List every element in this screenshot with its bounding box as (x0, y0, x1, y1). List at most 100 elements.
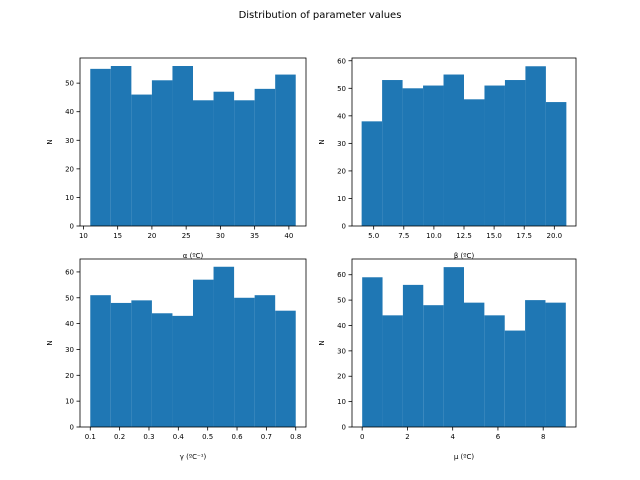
y-tick-label: 20 (337, 373, 346, 381)
subplot-1: 10 15 20 25 30 35 40 0 10 20 30 40 50 α (ºC) N (46, 57, 307, 260)
histogram-bar (213, 91, 235, 226)
x-tick-label: 10.0 (426, 232, 442, 240)
y-axis-label: N (46, 139, 54, 144)
y-tick-label: 60 (65, 268, 74, 276)
histogram-bar (545, 302, 566, 427)
y-tick-label: 10 (337, 398, 346, 406)
y-tick-label: 30 (65, 137, 74, 145)
x-tick-label: 35 (250, 232, 259, 240)
histogram-bar (525, 66, 546, 226)
x-tick-label: 0.2 (114, 433, 125, 441)
histogram-bar (464, 302, 485, 427)
x-tick-label: 12.5 (456, 232, 472, 240)
histogram-bar (234, 297, 255, 427)
x-tick-label: 2 (405, 433, 409, 441)
y-tick-label: 10 (65, 194, 74, 202)
x-tick-label: 0.7 (261, 433, 272, 441)
figure-title: Distribution of parameter values (239, 10, 402, 21)
histogram-bar (193, 279, 214, 427)
x-tick-label: 20 (147, 232, 156, 240)
x-tick-label: 30 (216, 232, 225, 240)
y-tick-label: 30 (65, 346, 74, 354)
histogram-bar (484, 315, 505, 427)
y-tick-label: 30 (337, 347, 346, 355)
subplot-4: 0 2 4 6 8 0 10 20 30 40 50 60 μ (ºC) N (318, 258, 577, 461)
histogram-bar (423, 305, 444, 427)
histogram-bar (443, 267, 464, 427)
x-tick-label: 0 (360, 433, 364, 441)
histogram-bar (151, 313, 173, 427)
x-axis-label: α (ºC) (183, 252, 204, 260)
y-tick-label: 40 (337, 322, 346, 330)
y-tick-label: 0 (70, 223, 74, 231)
x-tick-label: 25 (182, 232, 191, 240)
axes-frame (351, 258, 577, 428)
histogram-bar (193, 100, 214, 226)
y-tick-label: 60 (337, 271, 346, 279)
histogram-bar (110, 302, 132, 427)
y-tick-label: 40 (337, 112, 346, 120)
x-tick-label: 8 (541, 433, 545, 441)
histogram-bar (402, 284, 424, 427)
histogram-bar (213, 266, 235, 427)
histogram-bar (525, 300, 546, 427)
y-tick-label: 0 (342, 223, 346, 231)
histogram-bar (131, 300, 152, 427)
x-tick-label: 0.1 (85, 433, 96, 441)
histogram-bar (275, 310, 296, 427)
histogram-bar (234, 100, 255, 226)
x-axis-label: β (ºC) (454, 252, 475, 260)
x-tick-label: 0.6 (231, 433, 243, 441)
x-tick-label: 5.0 (368, 232, 379, 240)
histogram-bar (443, 74, 464, 226)
x-tick-label: 20.0 (547, 232, 563, 240)
axes-frame (79, 258, 307, 428)
histogram-bar (254, 295, 276, 427)
histogram-bar (464, 99, 485, 226)
histogram-bar (382, 80, 403, 227)
histogram-bar (172, 315, 193, 427)
y-tick-label: 10 (337, 195, 346, 203)
histogram-bar (423, 85, 444, 226)
y-tick-label: 10 (65, 398, 74, 406)
x-axis-label: γ (ºC⁻¹) (180, 453, 207, 461)
histogram-bar (172, 66, 193, 226)
subplot-3: 0.1 0.2 0.3 0.4 0.5 0.6 0.7 0.8 0 10 20 30 40 50 60 γ (… (46, 258, 307, 461)
x-tick-label: 0.8 (290, 433, 301, 441)
x-tick-label: 0.5 (202, 433, 213, 441)
histogram-bar (131, 94, 152, 226)
y-tick-label: 50 (337, 85, 346, 93)
histogram-bar (545, 102, 567, 226)
histogram-bar (484, 85, 505, 226)
y-tick-label: 40 (65, 320, 74, 328)
y-axis-label: N (46, 340, 54, 345)
y-axis-label: N (318, 139, 326, 144)
histogram-bar (90, 295, 111, 427)
y-tick-label: 50 (65, 294, 74, 302)
histogram-bar (90, 68, 111, 226)
histogram-bar (504, 80, 526, 227)
y-tick-label: 40 (65, 108, 74, 116)
y-tick-label: 20 (337, 167, 346, 175)
histogram-bar (254, 88, 276, 226)
y-tick-label: 20 (65, 372, 74, 380)
x-tick-label: 0.3 (143, 433, 154, 441)
histogram-bar (151, 80, 173, 227)
x-tick-label: 17.5 (516, 232, 532, 240)
histogram-bar (361, 121, 383, 226)
subplot-2: 5.0 7.5 10.0 12.5 15.0 17.5 20.0 0 10 20 30 40 50 60 β… (318, 57, 577, 260)
axes-frame (79, 57, 307, 227)
y-tick-label: 0 (342, 424, 346, 432)
y-tick-label: 20 (65, 165, 74, 173)
x-tick-label: 4 (450, 433, 455, 441)
y-tick-label: 30 (337, 140, 346, 148)
x-tick-label: 0.4 (173, 433, 185, 441)
x-tick-label: 40 (284, 232, 293, 240)
x-tick-label: 10 (79, 232, 88, 240)
histogram-bar (362, 277, 383, 427)
histogram-bar (275, 74, 296, 226)
y-axis-label: N (318, 340, 326, 345)
histogram-bar (504, 330, 526, 427)
histogram-bar (110, 66, 132, 226)
